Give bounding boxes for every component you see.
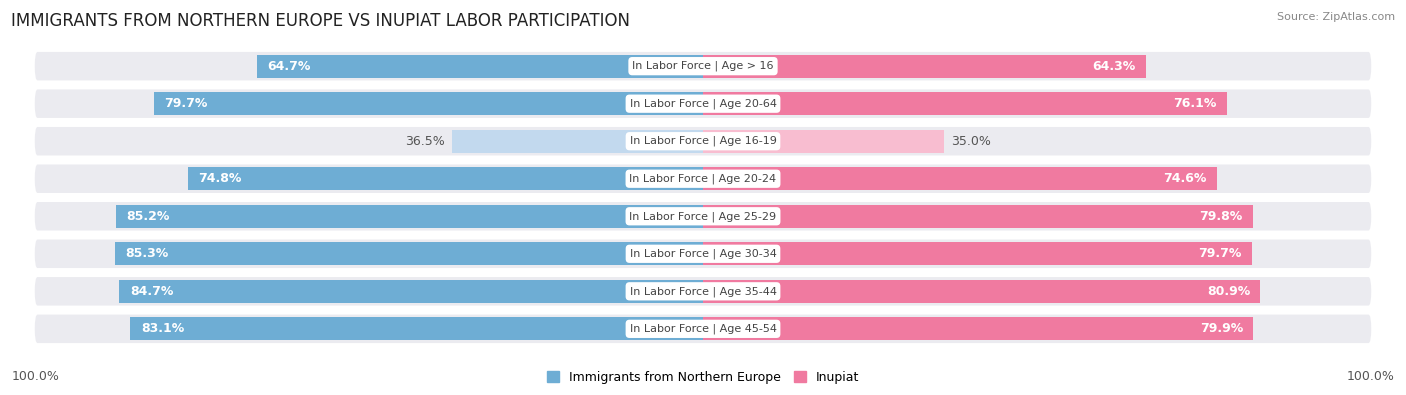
Bar xyxy=(115,242,703,265)
Bar xyxy=(703,92,1227,115)
Text: 74.8%: 74.8% xyxy=(198,172,242,185)
Text: In Labor Force | Age 30-34: In Labor Force | Age 30-34 xyxy=(630,248,776,259)
FancyBboxPatch shape xyxy=(35,202,1371,231)
Text: 76.1%: 76.1% xyxy=(1174,97,1218,110)
Bar xyxy=(703,167,1218,190)
Bar xyxy=(153,92,703,115)
Text: 64.7%: 64.7% xyxy=(267,60,311,73)
Text: In Labor Force | Age 16-19: In Labor Force | Age 16-19 xyxy=(630,136,776,147)
FancyBboxPatch shape xyxy=(35,239,1371,268)
FancyBboxPatch shape xyxy=(35,89,1371,118)
Text: 84.7%: 84.7% xyxy=(129,285,173,298)
Text: In Labor Force | Age 25-29: In Labor Force | Age 25-29 xyxy=(630,211,776,222)
Text: 36.5%: 36.5% xyxy=(405,135,444,148)
Bar xyxy=(703,242,1253,265)
Text: In Labor Force | Age 45-54: In Labor Force | Age 45-54 xyxy=(630,324,776,334)
FancyBboxPatch shape xyxy=(35,127,1371,156)
Text: 74.6%: 74.6% xyxy=(1163,172,1206,185)
Bar xyxy=(257,55,703,78)
Bar xyxy=(451,130,703,153)
Bar xyxy=(703,205,1253,228)
Text: 85.3%: 85.3% xyxy=(125,247,169,260)
Bar xyxy=(703,55,1146,78)
Bar xyxy=(131,317,703,340)
Bar xyxy=(120,280,703,303)
Text: 85.2%: 85.2% xyxy=(127,210,170,223)
Text: 80.9%: 80.9% xyxy=(1206,285,1250,298)
Text: In Labor Force | Age > 16: In Labor Force | Age > 16 xyxy=(633,61,773,71)
Text: IMMIGRANTS FROM NORTHERN EUROPE VS INUPIAT LABOR PARTICIPATION: IMMIGRANTS FROM NORTHERN EUROPE VS INUPI… xyxy=(11,12,630,30)
Bar xyxy=(703,130,945,153)
Text: 79.7%: 79.7% xyxy=(165,97,208,110)
Text: In Labor Force | Age 35-44: In Labor Force | Age 35-44 xyxy=(630,286,776,297)
Bar xyxy=(703,317,1254,340)
Text: 100.0%: 100.0% xyxy=(1347,370,1395,383)
Bar xyxy=(117,205,703,228)
Text: 83.1%: 83.1% xyxy=(141,322,184,335)
Text: 79.8%: 79.8% xyxy=(1199,210,1243,223)
Text: 64.3%: 64.3% xyxy=(1092,60,1136,73)
Legend: Immigrants from Northern Europe, Inupiat: Immigrants from Northern Europe, Inupiat xyxy=(541,366,865,389)
Text: In Labor Force | Age 20-64: In Labor Force | Age 20-64 xyxy=(630,98,776,109)
Text: 79.7%: 79.7% xyxy=(1198,247,1241,260)
FancyBboxPatch shape xyxy=(35,52,1371,81)
Text: In Labor Force | Age 20-24: In Labor Force | Age 20-24 xyxy=(630,173,776,184)
Text: 100.0%: 100.0% xyxy=(11,370,59,383)
Text: 35.0%: 35.0% xyxy=(950,135,991,148)
Text: Source: ZipAtlas.com: Source: ZipAtlas.com xyxy=(1277,12,1395,22)
Bar xyxy=(187,167,703,190)
Bar xyxy=(703,280,1260,303)
FancyBboxPatch shape xyxy=(35,314,1371,343)
FancyBboxPatch shape xyxy=(35,164,1371,193)
FancyBboxPatch shape xyxy=(35,277,1371,306)
Text: 79.9%: 79.9% xyxy=(1199,322,1243,335)
